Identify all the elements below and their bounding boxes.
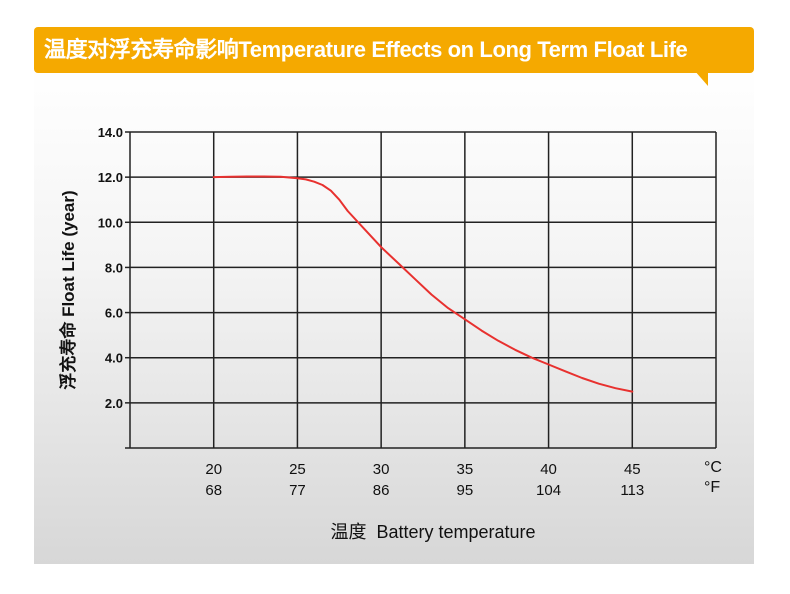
x-tick-label-fahrenheit: 77 (289, 482, 306, 499)
x-tick-label-fahrenheit: 104 (536, 482, 561, 499)
x-tick-label-fahrenheit: 86 (373, 482, 390, 499)
y-tick-label: 6.0 (105, 306, 123, 321)
x-tick-label-celsius: 30 (373, 461, 390, 478)
chart-panel (34, 64, 754, 564)
x-tick-label-fahrenheit: 95 (457, 482, 474, 499)
y-tick-label: 14.0 (98, 125, 123, 140)
y-tick-label: 10.0 (98, 215, 123, 230)
x-tick-labels: 20 68 25 77 30 86 35 95 40 104 45 113 (205, 461, 644, 499)
y-tick-labels: 2.0 4.0 6.0 8.0 10.0 12.0 14.0 (98, 125, 123, 411)
x-tick-label-fahrenheit: 113 (620, 482, 644, 499)
y-tick-label: 2.0 (105, 396, 123, 411)
y-tick-label: 12.0 (98, 170, 123, 185)
x-unit-fahrenheit: °F (704, 479, 720, 496)
x-axis-label: 温度 Battery temperature (330, 522, 535, 542)
x-tick-label-celsius: 40 (540, 461, 557, 478)
x-tick-label-celsius: 20 (205, 461, 222, 478)
chart-title: 温度对浮充寿命影响Temperature Effects on Long Ter… (34, 27, 754, 73)
y-tick-label: 8.0 (105, 260, 123, 275)
float-life-curve (212, 175, 634, 393)
title-banner-tail (694, 70, 708, 86)
x-tick-label-celsius: 25 (289, 461, 306, 478)
x-tick-label-fahrenheit: 68 (205, 482, 222, 499)
x-tick-label-celsius: 35 (457, 461, 474, 478)
x-unit-celsius: °C (704, 459, 722, 476)
chart-grid (125, 131, 717, 449)
x-tick-label-celsius: 45 (624, 461, 641, 478)
y-axis-label: 浮充寿命 Float Life (year) (58, 190, 78, 389)
y-tick-label: 4.0 (105, 351, 123, 366)
series-lines (212, 175, 634, 393)
